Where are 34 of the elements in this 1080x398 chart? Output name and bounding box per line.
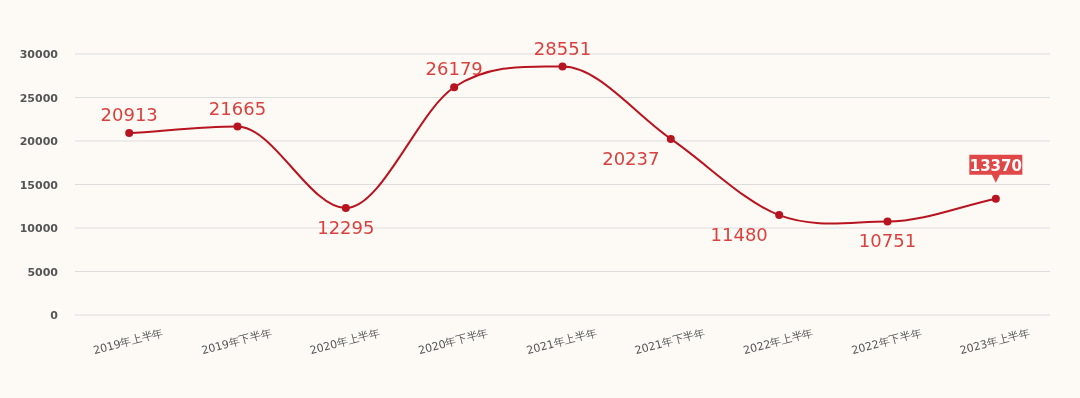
point [558,62,567,71]
data-label: 21665 [208,97,267,119]
data-label: 26179 [425,58,483,80]
x-tick-label: 2022年上半年 [741,326,815,358]
data-label: 20237 [602,147,660,169]
data-label: 13370 [969,156,1022,175]
data-label: 12295 [317,217,375,239]
data-label: 28551 [533,37,592,59]
x-tick-label: 2020年上半年 [308,326,382,358]
x-tick-label: 2022年下半年 [850,326,924,358]
y-tick-label: 0 [50,309,59,322]
y-tick-label: 20000 [19,135,59,148]
point [125,129,134,138]
x-tick-label: 2021年下半年 [633,326,707,358]
x-tick-label: 2019年下半年 [200,326,274,358]
point [341,204,350,213]
point [666,134,675,143]
point [883,217,892,226]
point [450,83,459,92]
y-tick-label: 15000 [19,178,59,192]
data-label: 20913 [100,104,158,126]
x-tick-label: 2023年上半年 [958,326,1032,358]
data-label: 10751 [858,230,917,252]
y-tick-label: 10000 [19,222,59,235]
x-tick-label: 2020年下半年 [416,326,490,358]
y-tick-label: 25000 [19,91,59,105]
x-tick-label: 2019年上半年 [91,326,165,358]
point [775,211,784,220]
y-tick-label: 5000 [27,265,59,279]
data-label: 11480 [710,224,768,246]
x-tick-label: 2021年上半年 [525,326,599,358]
point [233,122,242,131]
y-tick-label: 30000 [19,48,59,61]
point [991,194,1000,203]
